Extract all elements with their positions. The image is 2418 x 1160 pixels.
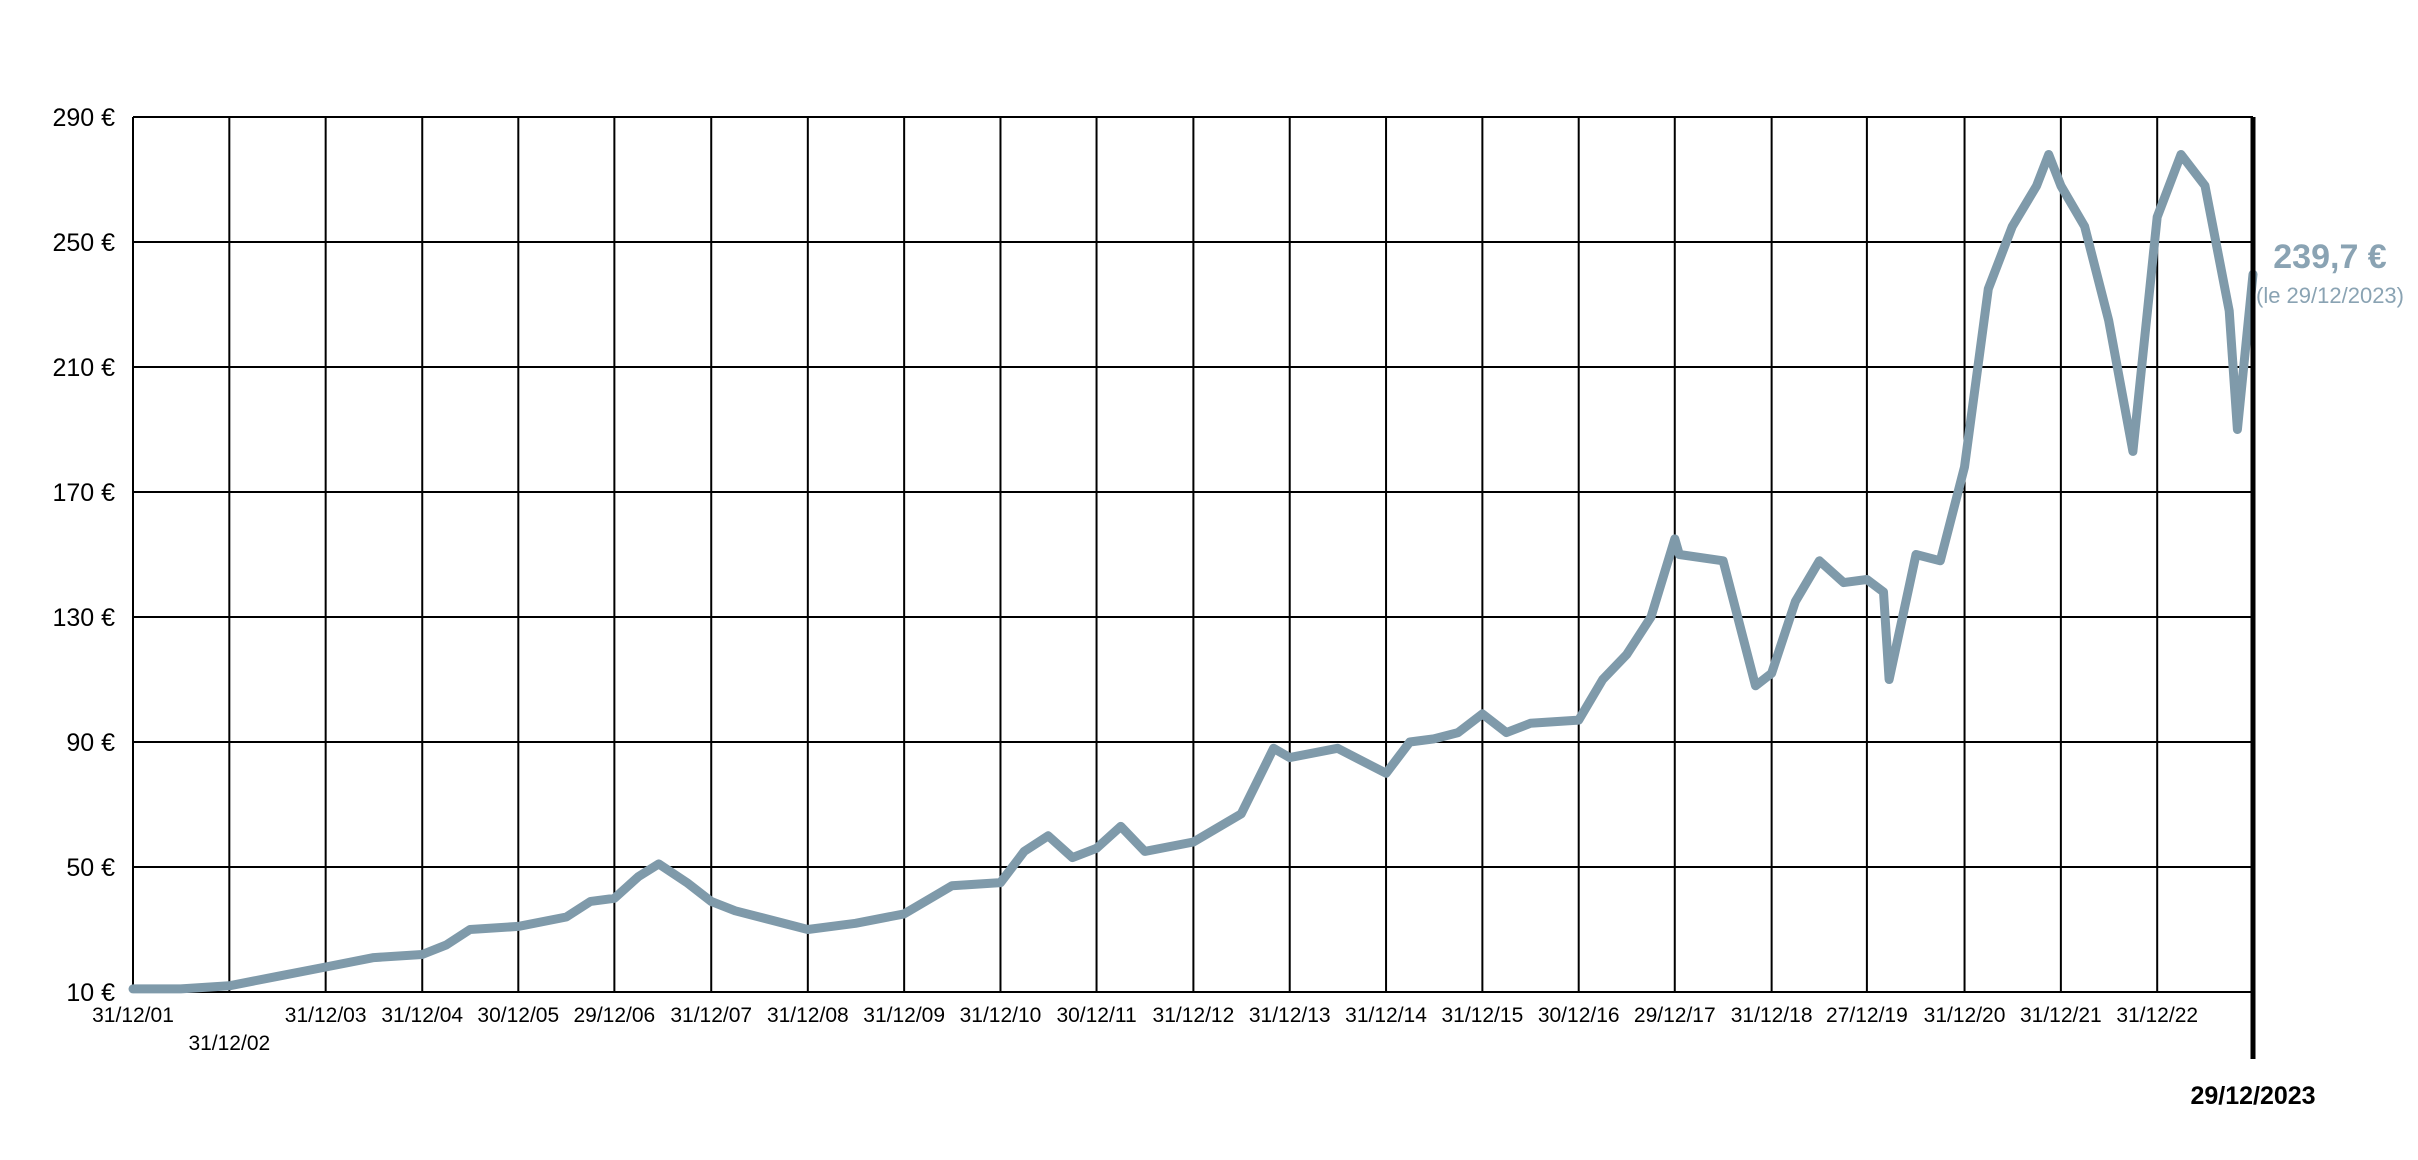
x-tick-label: 31/12/10 bbox=[960, 1004, 1042, 1027]
x-tick-label: 30/12/11 bbox=[1056, 1004, 1136, 1027]
last-value-label: 239,7 € bbox=[2273, 238, 2387, 276]
x-tick-label: 29/12/06 bbox=[573, 1004, 655, 1027]
y-tick-label: 10 € bbox=[66, 979, 115, 1007]
y-tick-label: 90 € bbox=[66, 729, 115, 757]
end-date-label: 29/12/2023 bbox=[2190, 1082, 2315, 1110]
x-tick-label: 31/12/13 bbox=[1249, 1004, 1331, 1027]
x-tick-label: 27/12/19 bbox=[1826, 1004, 1908, 1027]
y-axis: 10 € 50 € 90 € 130 € 170 € 210 € 250 € 290 € bbox=[52, 104, 115, 1007]
x-tick-label: 31/12/15 bbox=[1442, 1004, 1524, 1027]
x-tick-label: 29/12/17 bbox=[1634, 1004, 1716, 1027]
chart-grid bbox=[132, 116, 2253, 993]
x-tick-label: 31/12/22 bbox=[2116, 1004, 2198, 1027]
x-tick-label: 31/12/03 bbox=[285, 1004, 367, 1027]
last-value-date-label: (le 29/12/2023) bbox=[2256, 283, 2404, 308]
y-tick-label: 170 € bbox=[52, 479, 115, 507]
x-axis: 31/12/01 31/12/02 31/12/03 31/12/04 30/12/05… bbox=[92, 1004, 2198, 1055]
x-tick-label: 31/12/02 bbox=[188, 1032, 270, 1055]
x-tick-label: 31/12/12 bbox=[1153, 1004, 1235, 1027]
x-tick-label: 31/12/21 bbox=[2020, 1004, 2102, 1027]
x-tick-label: 31/12/08 bbox=[767, 1004, 849, 1027]
y-tick-label: 50 € bbox=[66, 854, 115, 882]
x-tick-label: 31/12/09 bbox=[863, 1004, 945, 1027]
x-tick-label: 30/12/16 bbox=[1538, 1004, 1620, 1027]
x-tick-label: 31/12/20 bbox=[1924, 1004, 2006, 1027]
x-tick-label: 30/12/05 bbox=[477, 1004, 559, 1027]
price-line bbox=[128, 150, 2258, 994]
x-tick-label: 31/12/01 bbox=[92, 1004, 174, 1027]
x-tick-label: 31/12/04 bbox=[381, 1004, 463, 1027]
y-tick-label: 130 € bbox=[52, 604, 115, 632]
y-tick-label: 210 € bbox=[52, 354, 115, 382]
x-tick-label: 31/12/07 bbox=[670, 1004, 752, 1027]
y-tick-label: 290 € bbox=[52, 104, 115, 132]
x-tick-label: 31/12/18 bbox=[1731, 1004, 1813, 1027]
y-tick-label: 250 € bbox=[52, 229, 115, 257]
x-tick-label: 31/12/14 bbox=[1345, 1004, 1427, 1027]
